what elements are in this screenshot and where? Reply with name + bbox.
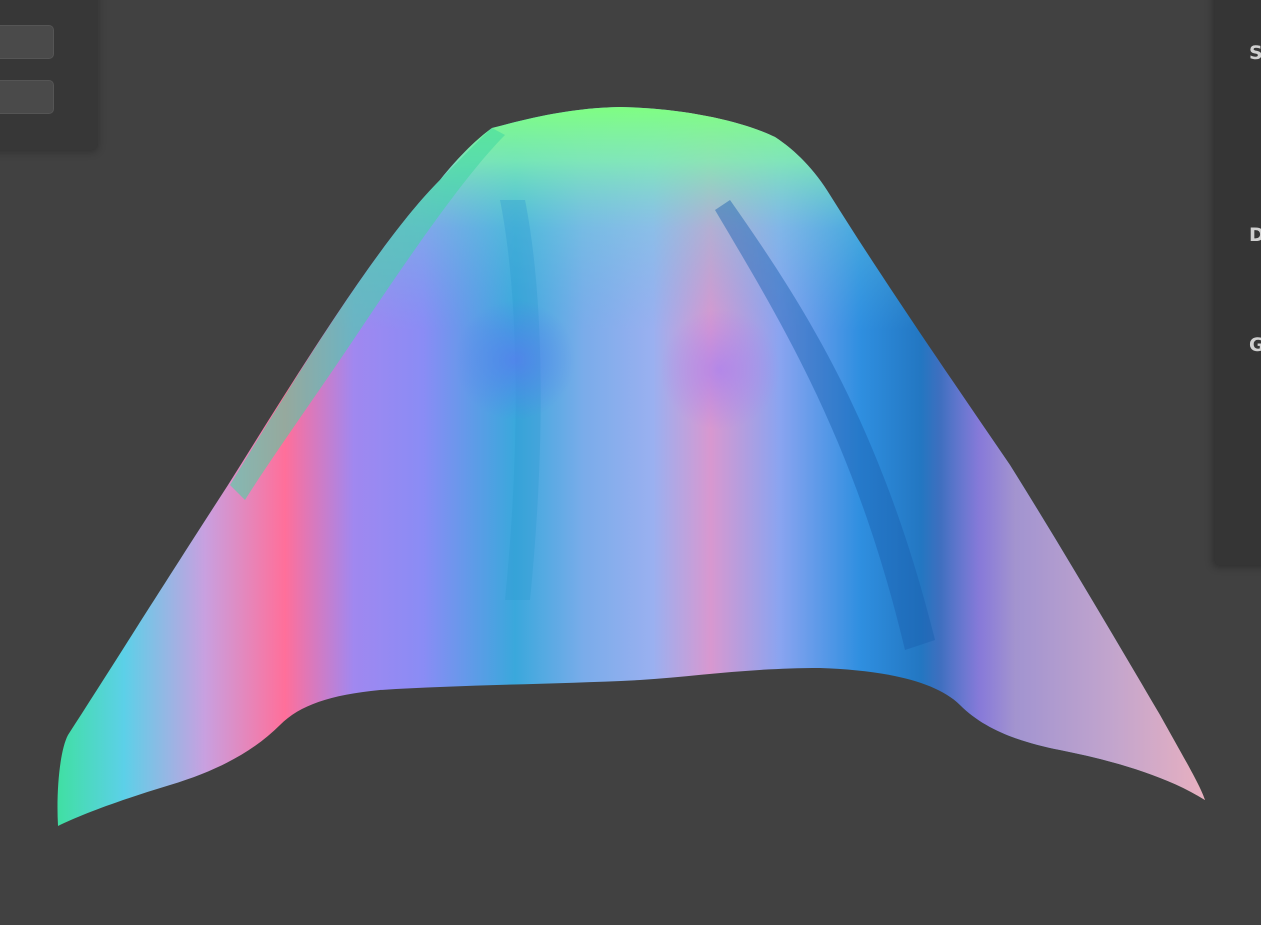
settings-section-label: D (1249, 224, 1261, 246)
toolbar-panel (0, 0, 98, 150)
settings-panel: S D G (1215, 0, 1261, 565)
settings-section-label: S (1249, 42, 1261, 64)
settings-section-label: G (1249, 334, 1261, 356)
toolbar-button-2[interactable] (0, 80, 54, 114)
toolbar-button-1[interactable] (0, 25, 54, 59)
